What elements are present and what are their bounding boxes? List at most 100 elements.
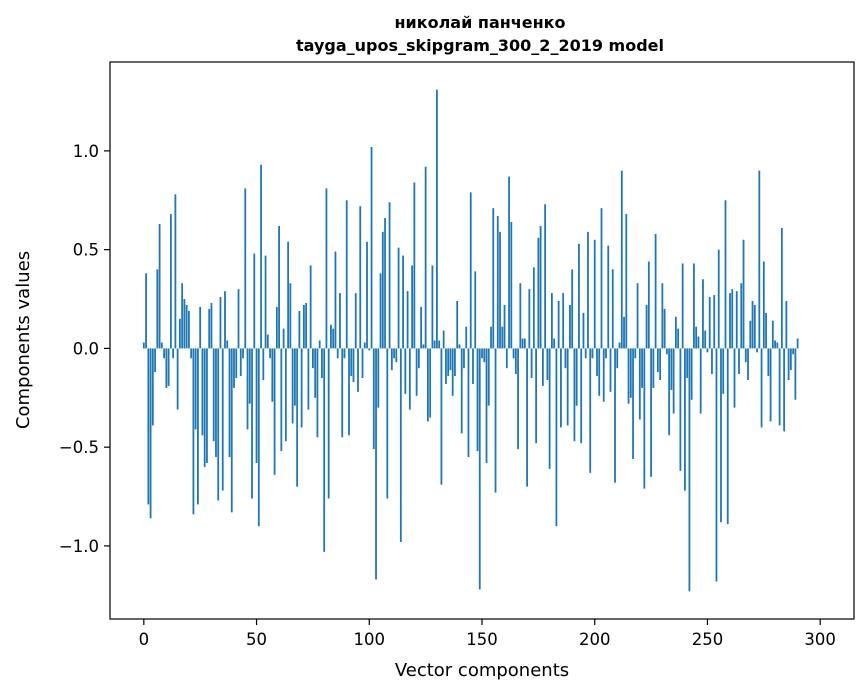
bar-261: [731, 289, 734, 349]
bar-28: [206, 348, 208, 463]
bar-105: [379, 273, 382, 349]
bar-240: [684, 348, 686, 491]
bar-224: [647, 261, 650, 349]
bar-229: [659, 348, 662, 380]
bar-43: [239, 348, 242, 377]
bar-121: [415, 348, 418, 396]
bar-85: [334, 251, 337, 349]
bar-203: [600, 208, 603, 349]
bar-106: [381, 231, 384, 349]
bar-191: [573, 348, 576, 442]
bar-20: [188, 310, 190, 349]
bar-115: [402, 255, 404, 349]
bar-118: [408, 348, 411, 410]
bar-201: [596, 348, 598, 377]
bar-19: [185, 304, 188, 349]
bar-31: [212, 348, 215, 442]
bar-series: [142, 89, 799, 592]
plot-frame: [109, 61, 855, 620]
bar-103: [375, 348, 377, 580]
bar-107: [384, 218, 386, 349]
bar-6: [156, 269, 159, 349]
bar-152: [485, 348, 488, 463]
bar-273: [758, 170, 761, 349]
bar-112: [395, 348, 398, 363]
bar-284: [783, 348, 786, 432]
bar-44: [242, 348, 244, 359]
bar-59: [275, 306, 278, 349]
bar-110: [390, 348, 393, 371]
bar-206: [607, 245, 610, 349]
bar-241: [686, 348, 689, 379]
x-tick-label-300: 300: [804, 630, 836, 649]
bar-120: [413, 182, 416, 349]
bar-288: [792, 348, 795, 355]
bar-7: [158, 223, 161, 349]
bar-69: [298, 310, 301, 349]
bar-116: [404, 348, 407, 394]
bar-182: [553, 338, 556, 349]
bar-66: [291, 348, 294, 424]
bar-32: [215, 348, 217, 458]
bar-162: [508, 176, 510, 349]
bar-35: [221, 348, 224, 491]
bar-250: [706, 348, 709, 353]
bar-45: [244, 188, 247, 349]
bar-146: [472, 348, 474, 384]
bar-134: [445, 348, 447, 384]
bar-109: [388, 202, 391, 349]
bar-251: [708, 297, 711, 349]
bar-86: [336, 348, 339, 359]
bar-3: [149, 348, 152, 519]
bar-249: [704, 330, 707, 349]
bar-76: [314, 348, 317, 398]
bar-157: [496, 216, 499, 349]
bar-72: [305, 302, 308, 349]
bar-78: [318, 340, 321, 349]
bar-265: [740, 283, 743, 349]
bar-208: [611, 269, 614, 349]
bar-231: [663, 308, 666, 349]
bar-285: [785, 301, 788, 349]
bar-58: [273, 348, 276, 475]
bar-200: [593, 239, 596, 349]
bar-236: [674, 316, 677, 349]
bar-235: [672, 348, 675, 414]
bar-60: [278, 225, 280, 349]
bar-184: [557, 301, 560, 349]
bar-159: [501, 326, 504, 349]
bar-40: [233, 348, 235, 388]
bar-175: [537, 237, 540, 349]
bar-180: [548, 348, 551, 469]
chart-title-line-2: tayga_upos_skipgram_300_2_2019 model: [296, 36, 664, 55]
bar-82: [327, 348, 330, 499]
bar-113: [397, 247, 400, 349]
bar-114: [399, 348, 402, 542]
bar-220: [638, 348, 641, 420]
bar-80: [323, 348, 326, 552]
bar-218: [634, 348, 637, 359]
bar-97: [361, 348, 364, 379]
bar-127: [429, 348, 432, 418]
bar-26: [201, 348, 204, 436]
bar-271: [753, 304, 756, 349]
bar-51: [257, 348, 260, 527]
bar-16: [178, 318, 181, 349]
bar-130: [436, 89, 438, 349]
bar-49: [253, 253, 256, 349]
y-axis-label: Components values: [13, 251, 34, 429]
bar-252: [711, 348, 713, 375]
bar-198: [589, 348, 592, 473]
bar-227: [654, 233, 657, 349]
bar-133: [442, 330, 445, 349]
bar-148: [476, 348, 479, 452]
bar-202: [598, 348, 601, 396]
bar-99: [366, 241, 368, 349]
bar-13: [172, 348, 175, 359]
bar-165: [514, 348, 517, 375]
bar-142: [463, 348, 465, 369]
bar-2: [147, 348, 150, 505]
bar-283: [780, 227, 783, 349]
bar-21: [190, 348, 193, 359]
bar-70: [300, 348, 303, 428]
